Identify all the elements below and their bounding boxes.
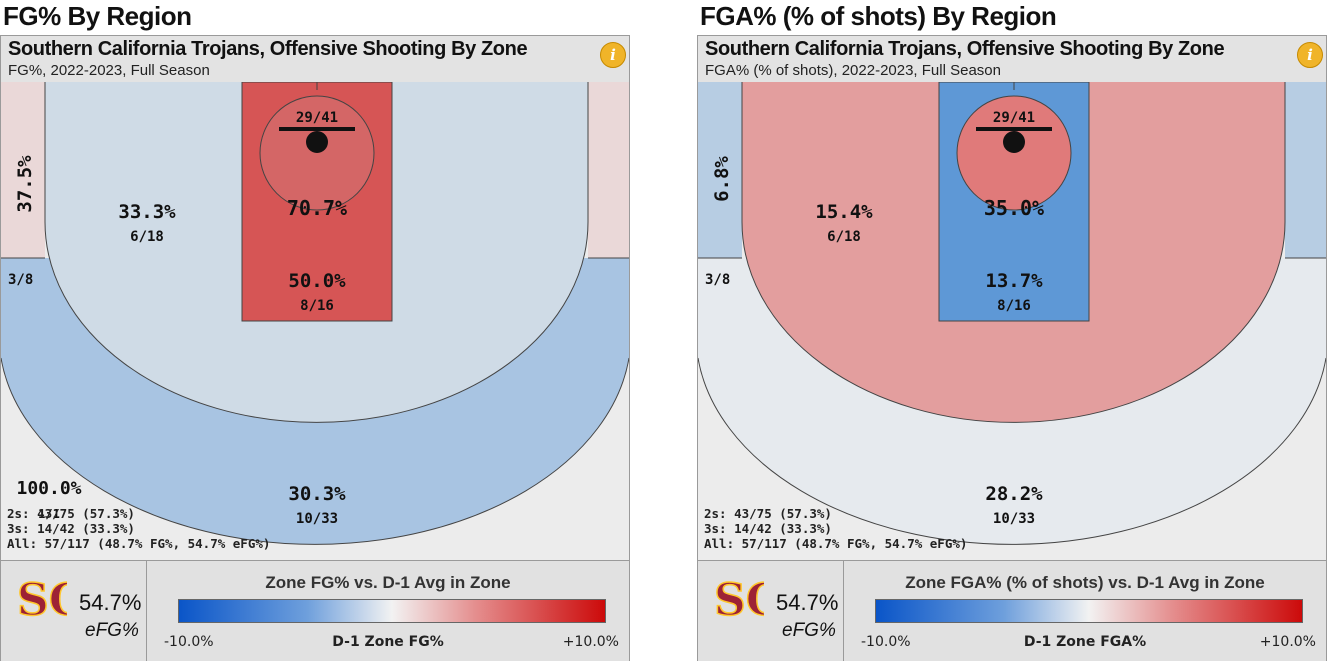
- label-corner-count: 3/8: [705, 272, 730, 288]
- legend-mid: D-1 Zone FG%: [332, 634, 444, 650]
- label-arc-value: 30.3%: [288, 483, 346, 505]
- efg-value: 54.7%: [79, 590, 142, 615]
- label-long-count: 1/1: [38, 507, 60, 521]
- chart-frame: Southern California Trojans, Offensive S…: [0, 35, 630, 661]
- team-title: Southern California Trojans, Offensive S…: [8, 38, 528, 60]
- court-chart: 29/41 70.7% 50.0% 8/16 33.3% 6/18 37.5% …: [1, 82, 629, 560]
- zone-left-corner-3: [698, 82, 742, 258]
- label-rim-value: 35.0%: [984, 196, 1044, 220]
- stat-2s: 2s: 43/75 (57.3%): [704, 506, 832, 521]
- chart-title: FGA% (% of shots) By Region: [700, 1, 1057, 31]
- legend-max: +10.0%: [1259, 634, 1316, 650]
- court-lines: [698, 82, 1326, 545]
- shooting-summary: 2s: 43/75 (57.3%) 3s: 14/42 (33.3%) All:…: [7, 506, 270, 551]
- legend-color-scale: [178, 599, 606, 623]
- team-logo: SC: [713, 574, 764, 627]
- label-corner-value: 6.8%: [711, 156, 733, 202]
- court-chart: 29/41 35.0% 13.7% 8/16 15.4% 6/18 6.8% 3…: [698, 82, 1326, 560]
- backboard: [976, 127, 1052, 131]
- zone-right-corner-3: [1285, 82, 1326, 258]
- team-title: Southern California Trojans, Offensive S…: [705, 38, 1225, 60]
- chart-subtitle: FGA% (% of shots), 2022-2023, Full Seaso…: [705, 62, 1001, 79]
- label-arc-value: 28.2%: [985, 483, 1043, 505]
- hoop: [1003, 131, 1025, 153]
- court-lines: [1, 82, 629, 545]
- logo-s: SC: [17, 575, 67, 626]
- legend-title: Zone FGA% (% of shots) vs. D-1 Avg in Zo…: [905, 573, 1265, 592]
- label-rim-count: 29/41: [993, 110, 1035, 126]
- chart-header: Southern California Trojans, Offensive S…: [698, 36, 1326, 82]
- label-mid-value: 15.4%: [815, 201, 873, 223]
- label-arc-count: 10/33: [993, 511, 1035, 527]
- fga-panel: FGA% (% of shots) By Region Southern Cal…: [697, 0, 1328, 661]
- label-paint-count: 8/16: [300, 298, 334, 314]
- chart-subtitle: FG%, 2022-2023, Full Season: [8, 62, 210, 79]
- label-rim-count: 29/41: [296, 110, 338, 126]
- legend-min: -10.0%: [164, 634, 214, 650]
- chart-frame: Southern California Trojans, Offensive S…: [697, 35, 1327, 661]
- label-arc-count: 10/33: [296, 511, 338, 527]
- hoop: [306, 131, 328, 153]
- shooting-summary: 2s: 43/75 (57.3%) 3s: 14/42 (33.3%) All:…: [704, 506, 967, 551]
- efg-label: eFG%: [782, 620, 836, 641]
- label-mid-value: 33.3%: [118, 201, 176, 223]
- footer-divider: [843, 561, 844, 661]
- label-paint-count: 8/16: [997, 298, 1031, 314]
- label-corner-value: 37.5%: [14, 155, 36, 213]
- label-paint-value: 50.0%: [288, 270, 346, 292]
- stat-all: All: 57/117 (48.7% FG%, 54.7% eFG%): [7, 536, 271, 551]
- chart-header: Southern California Trojans, Offensive S…: [1, 36, 629, 82]
- efg-label: eFG%: [85, 620, 139, 641]
- efg-value: 54.7%: [776, 590, 839, 615]
- stat-2s: 2s: 43/75 (57.3%): [7, 506, 135, 521]
- backboard: [279, 127, 355, 131]
- legend-max: +10.0%: [562, 634, 619, 650]
- info-icon[interactable]: i: [1297, 42, 1323, 68]
- zone-left-corner-3: [1, 82, 45, 258]
- legend-color-scale: [875, 599, 1303, 623]
- label-paint-value: 13.7%: [985, 270, 1043, 292]
- footer-divider: [146, 561, 147, 661]
- zone-right-corner-3: [588, 82, 629, 258]
- label-rim-value: 70.7%: [287, 196, 347, 220]
- logo-s: SC: [714, 575, 764, 626]
- label-mid-count: 6/18: [827, 229, 861, 245]
- chart-footer: SC 54.7% eFG% Zone FGA% (% of shots) vs.…: [698, 560, 1326, 661]
- info-icon[interactable]: i: [600, 42, 626, 68]
- stat-3s: 3s: 14/42 (33.3%): [7, 521, 135, 536]
- team-logo: SC: [16, 574, 67, 627]
- legend-min: -10.0%: [861, 634, 911, 650]
- chart-footer: SC 54.7% eFG% Zone FG% vs. D-1 Avg in Zo…: [1, 560, 629, 661]
- chart-title: FG% By Region: [3, 1, 192, 31]
- legend-title: Zone FG% vs. D-1 Avg in Zone: [265, 573, 511, 592]
- label-corner-count: 3/8: [8, 272, 33, 288]
- stat-all: All: 57/117 (48.7% FG%, 54.7% eFG%): [704, 536, 968, 551]
- label-long-value: 100.0%: [16, 478, 81, 499]
- label-mid-count: 6/18: [130, 229, 164, 245]
- legend-mid: D-1 Zone FGA%: [1023, 634, 1147, 650]
- stat-3s: 3s: 14/42 (33.3%): [704, 521, 832, 536]
- fg-panel: FG% By Region Southern California Trojan…: [0, 0, 634, 661]
